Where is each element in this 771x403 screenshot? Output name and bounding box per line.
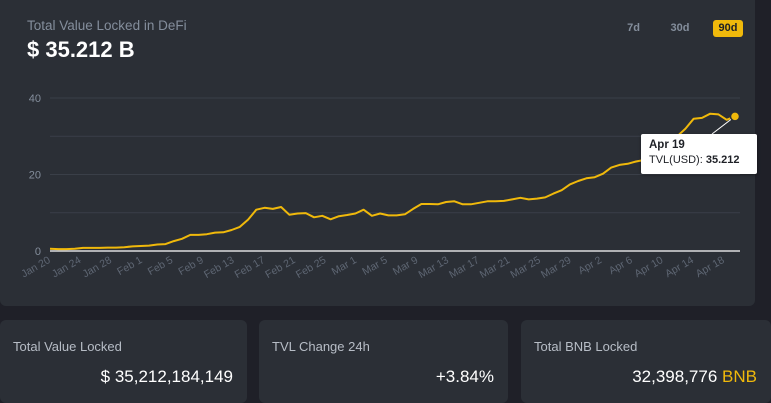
tvl-series-line — [49, 112, 736, 251]
x-tick-label: Mar 9 — [391, 254, 420, 278]
x-tick-label: Jan 28 — [80, 254, 113, 280]
stat-card-total-value-locked: Total Value Locked $ 35,212,184,149 — [0, 320, 247, 403]
stat-card-tvl-change-24h: TVL Change 24h +3.84% — [259, 320, 508, 403]
tooltip-value: 35.212 — [705, 154, 740, 166]
stat-card-total-bnb-locked: Total BNB Locked 32,398,776 BNB — [521, 320, 771, 403]
x-tick-label: Feb 25 — [294, 254, 328, 281]
y-tick-label: 0 — [35, 246, 41, 258]
y-tick-label: 40 — [29, 93, 41, 105]
x-tick-label: Feb 13 — [202, 254, 236, 281]
x-tick-label: Jan 24 — [50, 254, 83, 280]
x-tick-label: Mar 5 — [360, 254, 389, 278]
stat-label: Total BNB Locked — [534, 339, 638, 354]
chart-tooltip: Apr 19 TVL(USD): 35.212 — [641, 134, 757, 174]
x-tick-label: Apr 10 — [632, 254, 665, 280]
x-tick-label: Apr 18 — [694, 254, 727, 280]
x-tick-label: Apr 2 — [576, 254, 604, 277]
range-7d-button[interactable]: 7d — [627, 22, 640, 34]
tvl-chart-card: Total Value Locked in DeFi $ 35.212 B 7d… — [0, 0, 757, 306]
x-tick-label: Feb 1 — [115, 254, 144, 278]
x-tick-label: Apr 6 — [607, 254, 635, 277]
stat-value: +3.84% — [436, 367, 494, 387]
x-tick-label: Feb 17 — [233, 254, 267, 281]
x-tick-label: Mar 1 — [330, 254, 359, 278]
stat-label: Total Value Locked — [13, 339, 122, 354]
stat-label: TVL Change 24h — [272, 339, 370, 354]
x-tick-label: Feb 21 — [263, 254, 297, 281]
stat-value-text: 32,398,776 — [632, 367, 718, 386]
x-tick-label: Feb 5 — [146, 254, 175, 278]
stat-value: 32,398,776 BNB — [632, 367, 757, 387]
range-90d-button[interactable]: 90d — [713, 20, 743, 37]
x-tick-label: Mar 13 — [416, 254, 450, 281]
y-tick-label: 20 — [29, 170, 41, 182]
stat-value-text: +3.84% — [435, 367, 494, 386]
stat-value-text: $ 35,212,184,149 — [100, 367, 233, 386]
x-tick-label: Mar 17 — [447, 254, 481, 281]
stat-unit-bnb: BNB — [722, 367, 757, 386]
tooltip-label: TVL(USD): — [649, 154, 703, 166]
tooltip-date: Apr 19 — [649, 139, 685, 151]
x-tick-label: Mar 25 — [508, 254, 542, 281]
stat-value: $ 35,212,184,149 — [101, 367, 233, 387]
hover-data-point[interactable] — [729, 111, 741, 122]
x-tick-label: Feb 9 — [176, 254, 205, 278]
range-30d-button[interactable]: 30d — [670, 22, 690, 34]
chart-title: Total Value Locked in DeFi — [27, 18, 187, 33]
x-tick-label: Mar 21 — [478, 254, 512, 281]
x-tick-label: Mar 29 — [539, 254, 573, 281]
x-tick-label: Jan 20 — [19, 254, 52, 280]
x-tick-label: Apr 14 — [663, 254, 696, 280]
tooltip-row: TVL(USD): 35.212 — [649, 154, 749, 166]
tvl-headline-value: $ 35.212 B — [27, 37, 135, 62]
